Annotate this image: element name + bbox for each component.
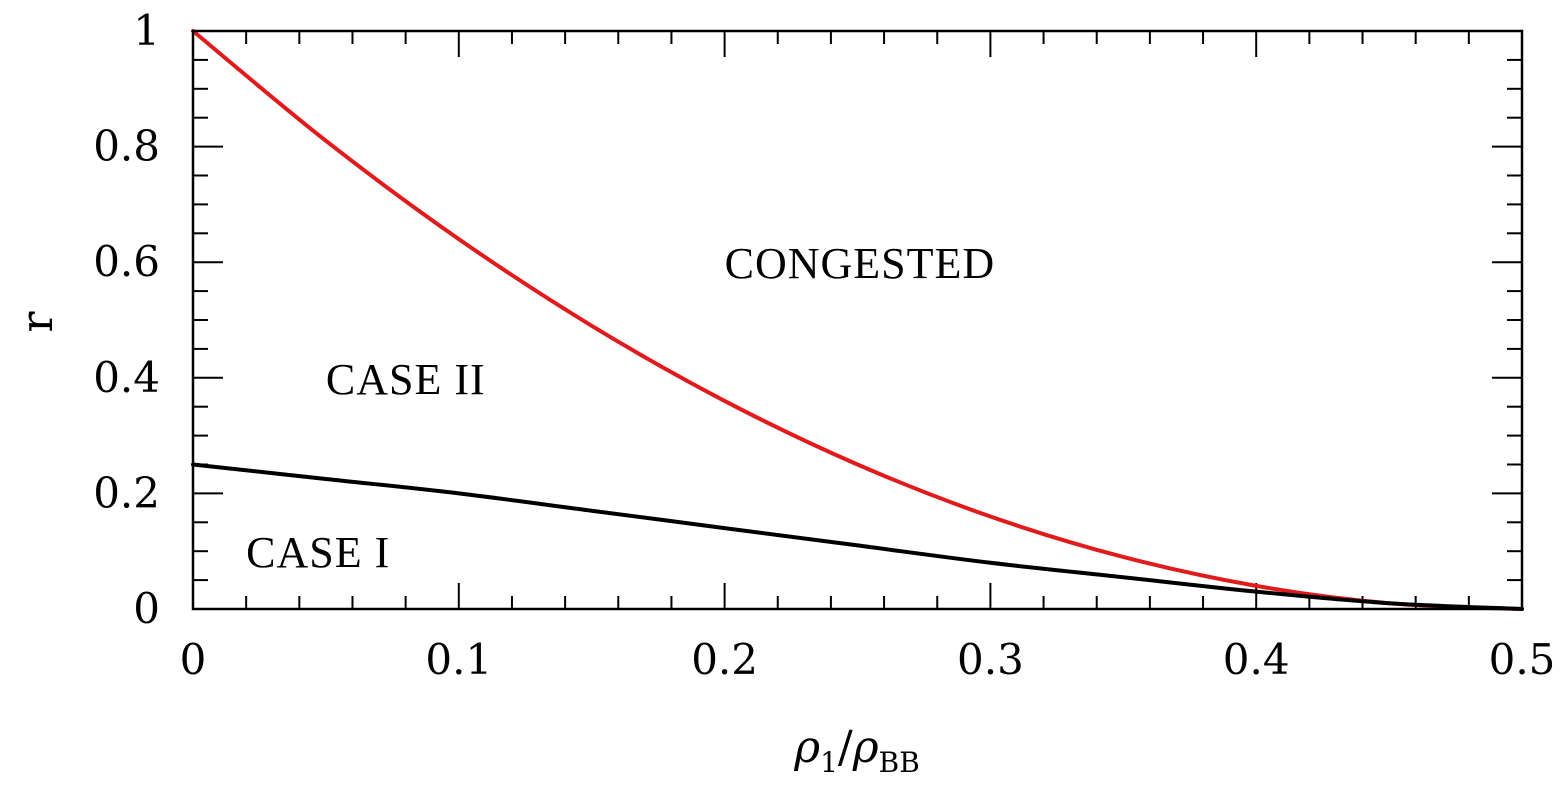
x-tick-label: 0 xyxy=(180,635,207,684)
x-axis-label-sub2: BB xyxy=(879,746,920,779)
x-tick-label: 0.1 xyxy=(425,635,492,684)
y-tick-label: 0.6 xyxy=(93,237,160,286)
y-tick-label: 0.2 xyxy=(93,468,160,517)
region-label: CONGESTED xyxy=(725,239,996,288)
axis-ticks xyxy=(192,30,1523,610)
y-tick-label: 0 xyxy=(133,584,160,633)
series-lines xyxy=(191,29,1524,611)
y-tick-label: 0.4 xyxy=(93,353,160,402)
x-axis-label-rho2: ρ xyxy=(852,722,879,773)
y-tick-label: 0.8 xyxy=(93,122,160,171)
x-axis-label-sub1: 1 xyxy=(820,746,838,779)
y-axis-label: r xyxy=(12,311,63,333)
x-axis-label-rho1: ρ xyxy=(793,722,820,773)
series-line-1 xyxy=(191,462,1524,611)
x-tick-label: 0.4 xyxy=(1223,635,1290,684)
y-tick-labels: 0 0.2 0.4 0.6 0.8 1 xyxy=(93,6,160,633)
plot-frame xyxy=(191,29,1524,611)
x-tick-labels: 0 0.1 0.2 0.3 0.4 0.5 xyxy=(180,635,1556,684)
x-axis-label: ρ1/ρBB xyxy=(793,722,920,779)
region-labels: CONGESTED CASE II CASE I xyxy=(246,239,996,577)
x-axis-label-slash: / xyxy=(838,722,853,773)
series-line-0 xyxy=(191,29,1524,611)
x-tick-label: 0.5 xyxy=(1489,635,1556,684)
region-label: CASE II xyxy=(326,355,486,404)
region-label: CASE I xyxy=(246,528,390,577)
x-tick-label: 0.3 xyxy=(957,635,1024,684)
y-tick-label: 1 xyxy=(133,6,160,55)
x-tick-label: 0.2 xyxy=(691,635,758,684)
